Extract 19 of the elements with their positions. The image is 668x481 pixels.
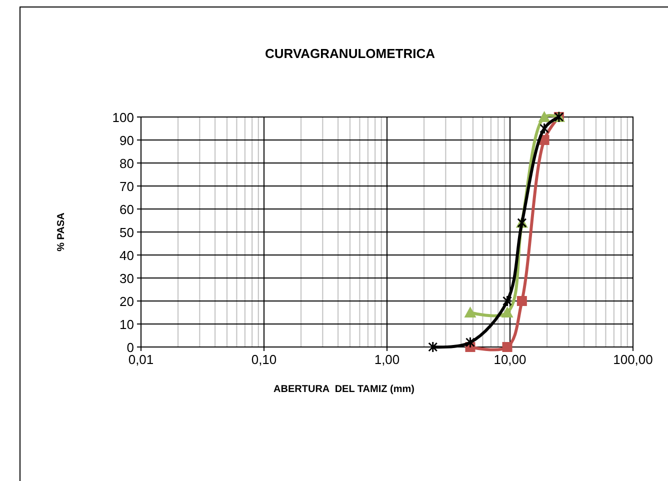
y-tick-label: 100 — [112, 110, 134, 125]
y-tick-label: 50 — [120, 225, 134, 240]
y-tick-label: 60 — [120, 202, 134, 217]
y-tick-label: 90 — [120, 133, 134, 148]
x-tick-label: 1,00 — [374, 352, 400, 367]
y-tick-label: 20 — [120, 294, 134, 309]
x-tick-label: 0,01 — [128, 352, 154, 367]
y-axis-title: % PASA — [56, 212, 67, 252]
y-tick-label: 10 — [120, 317, 134, 332]
x-tick-label: 10,00 — [494, 352, 526, 367]
y-tick-label: 40 — [120, 248, 134, 263]
y-tick-label: 80 — [120, 156, 134, 171]
y-tick-label: 0 — [126, 340, 134, 355]
y-tick-label: 70 — [120, 179, 134, 194]
y-tick-label: 30 — [120, 271, 134, 286]
x-axis-title: ABERTURA DEL TAMIZ (mm) — [274, 384, 414, 395]
x-tick-label: 0,10 — [251, 352, 277, 367]
chart-title: CURVAGRANULOMETRICA — [265, 46, 436, 61]
x-tick-label: 100,00 — [613, 352, 653, 367]
